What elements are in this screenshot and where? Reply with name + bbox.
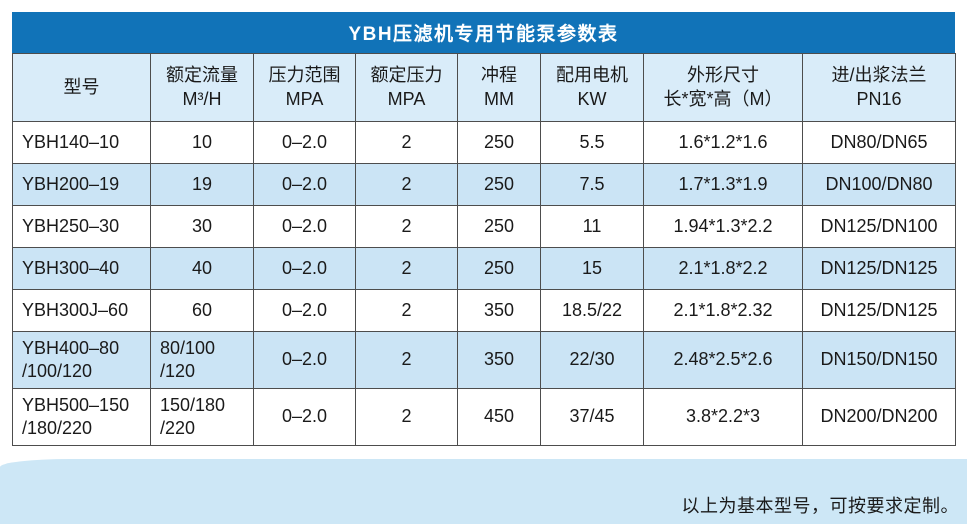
cell: 150/180 /220: [150, 388, 254, 446]
cell: YBH400–80 /100/120: [12, 331, 151, 389]
cell: 250: [457, 205, 541, 248]
cell: 1.7*1.3*1.9: [643, 163, 803, 206]
cell: 80/100 /120: [150, 331, 254, 389]
table-row: YBH300–40 40 0–2.0 2 250 15 2.1*1.8*2.2 DN125/D…: [12, 247, 956, 290]
cell: 2: [355, 205, 458, 248]
table-row: YBH400–80 /100/120 80/100 /120 0–2.0 2 350 22…: [12, 331, 956, 389]
cell: 40: [150, 247, 254, 290]
cell: 250: [457, 121, 541, 164]
cell: DN80/DN65: [802, 121, 956, 164]
cell: YBH140–10: [12, 121, 151, 164]
table-title-bar: YBH压滤机专用节能泵参数表: [12, 12, 955, 53]
cell: 19: [150, 163, 254, 206]
cell: 18.5/22: [540, 289, 644, 332]
cell: YBH250–30: [12, 205, 151, 248]
cell: 1.94*1.3*2.2: [643, 205, 803, 248]
cell: 0–2.0: [253, 121, 356, 164]
table-header-row: 型号 额定流量 M³/H 压力范围 MPA 额定压力 MPA 冲程 MM 配用电机 KW 外…: [12, 53, 956, 122]
cell: 0–2.0: [253, 289, 356, 332]
cell: 22/30: [540, 331, 644, 389]
cell: 2.1*1.8*2.32: [643, 289, 803, 332]
cell: 450: [457, 388, 541, 446]
cell: 0–2.0: [253, 247, 356, 290]
table-row: YBH300J–60 60 0–2.0 2 350 18.5/22 2.1*1.8*2.32…: [12, 289, 956, 332]
column-header: 压力范围 MPA: [253, 53, 356, 122]
column-header: 配用电机 KW: [540, 53, 644, 122]
cell: 250: [457, 163, 541, 206]
table-row: YBH200–19 19 0–2.0 2 250 7.5 1.7*1.3*1.9 DN100/…: [12, 163, 956, 206]
cell: 60: [150, 289, 254, 332]
column-header: 额定压力 MPA: [355, 53, 458, 122]
cell: DN150/DN150: [802, 331, 956, 389]
column-header: 冲程 MM: [457, 53, 541, 122]
cell: 2: [355, 289, 458, 332]
cell: 2: [355, 247, 458, 290]
cell: YBH300J–60: [12, 289, 151, 332]
cell: DN125/DN100: [802, 205, 956, 248]
cell: 350: [457, 289, 541, 332]
table-row: YBH140–10 10 0–2.0 2 250 5.5 1.6*1.2*1.6 DN80/D…: [12, 121, 956, 164]
cell: 2: [355, 121, 458, 164]
cell: YBH500–150 /180/220: [12, 388, 151, 446]
cell: 1.6*1.2*1.6: [643, 121, 803, 164]
cell: DN125/DN125: [802, 247, 956, 290]
cell: 2: [355, 331, 458, 389]
pump-parameter-table: YBH压滤机专用节能泵参数表 型号 额定流量 M³/H 压力范围 MPA 额定压力 M…: [12, 12, 956, 446]
cell: 7.5: [540, 163, 644, 206]
parameters-table: 型号 额定流量 M³/H 压力范围 MPA 额定压力 MPA 冲程 MM 配用电机 KW 外…: [12, 53, 956, 446]
cell: 0–2.0: [253, 163, 356, 206]
cell: DN100/DN80: [802, 163, 956, 206]
cell: 5.5: [540, 121, 644, 164]
column-header: 外形尺寸 长*宽*高（M）: [643, 53, 803, 122]
cell: 37/45: [540, 388, 644, 446]
cell: 30: [150, 205, 254, 248]
cell: 2.48*2.5*2.6: [643, 331, 803, 389]
cell: 11: [540, 205, 644, 248]
cell: YBH300–40: [12, 247, 151, 290]
cell: 2: [355, 163, 458, 206]
column-header: 型号: [12, 53, 151, 122]
cell: DN125/DN125: [802, 289, 956, 332]
cell: 250: [457, 247, 541, 290]
cell: 10: [150, 121, 254, 164]
cell: 0–2.0: [253, 388, 356, 446]
table-row: YBH250–30 30 0–2.0 2 250 11 1.94*1.3*2.2 DN125/…: [12, 205, 956, 248]
footer-note: 以上为基本型号，可按要求定制。: [681, 496, 959, 516]
cell: YBH200–19: [12, 163, 151, 206]
column-header: 进/出浆法兰 PN16: [802, 53, 956, 122]
table-title: YBH压滤机专用节能泵参数表: [348, 24, 619, 45]
cell: 3.8*2.2*3: [643, 388, 803, 446]
cell: 0–2.0: [253, 205, 356, 248]
cell: 350: [457, 331, 541, 389]
column-header: 额定流量 M³/H: [150, 53, 254, 122]
cell: 2: [355, 388, 458, 446]
cell: 2.1*1.8*2.2: [643, 247, 803, 290]
bottom-decoration-band: [0, 459, 967, 524]
table-row: YBH500–150 /180/220 150/180 /220 0–2.0 2 450…: [12, 388, 956, 446]
cell: DN200/DN200: [802, 388, 956, 446]
cell: 0–2.0: [253, 331, 356, 389]
cell: 15: [540, 247, 644, 290]
